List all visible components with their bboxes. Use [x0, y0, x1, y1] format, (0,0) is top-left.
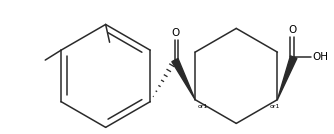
Polygon shape: [172, 59, 195, 100]
Text: O: O: [289, 25, 297, 35]
Text: O: O: [172, 28, 180, 38]
Polygon shape: [278, 56, 297, 100]
Text: or1: or1: [198, 104, 208, 109]
Text: or1: or1: [270, 104, 280, 109]
Text: OH: OH: [313, 52, 328, 62]
